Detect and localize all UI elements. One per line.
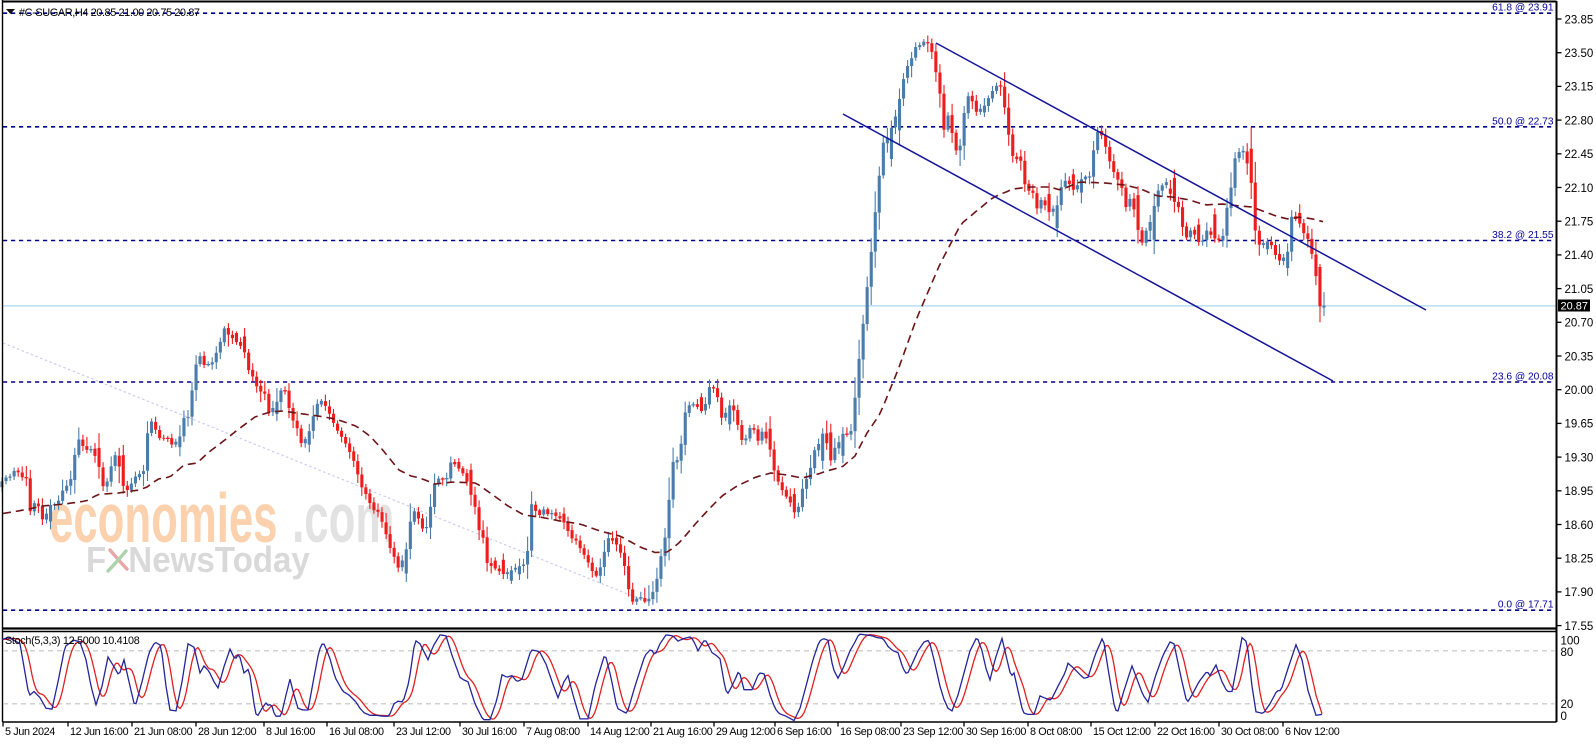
svg-text:50.0 @ 22.73: 50.0 @ 22.73 [1492, 116, 1554, 127]
svg-text:18.25: 18.25 [1565, 554, 1594, 566]
svg-text:16 Sep 08:00: 16 Sep 08:00 [840, 726, 900, 738]
svg-text:20.87: 20.87 [1561, 300, 1589, 312]
svg-text:21.05: 21.05 [1565, 284, 1594, 296]
svg-text:19.65: 19.65 [1565, 419, 1594, 431]
svg-text:5 Jun 2024: 5 Jun 2024 [5, 726, 55, 738]
svg-text:#C-SUGAR,H4 20.85 21.00 20.75: #C-SUGAR,H4 20.85 21.00 20.75 20.87 [19, 7, 200, 19]
svg-text:17.90: 17.90 [1565, 587, 1594, 599]
svg-text:23 Jul 12:00: 23 Jul 12:00 [396, 726, 451, 738]
svg-text:20.00: 20.00 [1565, 385, 1594, 397]
svg-text:20: 20 [1561, 699, 1574, 711]
svg-text:15 Oct 12:00: 15 Oct 12:00 [1093, 726, 1151, 738]
svg-text:23.50: 23.50 [1565, 48, 1594, 60]
svg-text:.com: .com [292, 480, 394, 558]
svg-text:Stoch(5,3,3) 12.5000 10.4108: Stoch(5,3,3) 12.5000 10.4108 [5, 635, 140, 647]
svg-text:16 Jul 08:00: 16 Jul 08:00 [329, 726, 384, 738]
svg-text:22.80: 22.80 [1565, 115, 1594, 127]
svg-text:22 Oct 16:00: 22 Oct 16:00 [1157, 726, 1215, 738]
svg-text:0.0 @ 17.71: 0.0 @ 17.71 [1498, 600, 1554, 611]
svg-text:80: 80 [1561, 647, 1574, 659]
svg-text:19.30: 19.30 [1565, 452, 1594, 464]
svg-text:100: 100 [1561, 636, 1580, 648]
svg-text:29 Aug 12:00: 29 Aug 12:00 [716, 726, 776, 738]
svg-text:20.35: 20.35 [1565, 351, 1594, 363]
svg-text:6 Sep 16:00: 6 Sep 16:00 [777, 726, 832, 738]
svg-text:30 Sep 16:00: 30 Sep 16:00 [966, 726, 1026, 738]
svg-text:economies: economies [49, 480, 278, 558]
svg-text:23 Sep 12:00: 23 Sep 12:00 [903, 726, 963, 738]
svg-text:38.2 @ 21.55: 38.2 @ 21.55 [1492, 230, 1554, 241]
svg-text:7 Aug 08:00: 7 Aug 08:00 [526, 726, 580, 738]
svg-text:61.8 @ 23.91: 61.8 @ 23.91 [1492, 3, 1554, 14]
svg-text:18.95: 18.95 [1565, 486, 1594, 498]
svg-text:20.70: 20.70 [1565, 318, 1594, 330]
svg-text:21.75: 21.75 [1565, 217, 1594, 229]
svg-text:21.40: 21.40 [1565, 250, 1594, 262]
svg-text:8 Oct 08:00: 8 Oct 08:00 [1030, 726, 1082, 738]
svg-text:F: F [86, 541, 106, 581]
svg-text:6 Nov 12:00: 6 Nov 12:00 [1285, 726, 1340, 738]
svg-text:22.10: 22.10 [1565, 183, 1594, 195]
svg-text:NewsToday: NewsToday [128, 541, 310, 581]
svg-text:21 Jun 08:00: 21 Jun 08:00 [134, 726, 193, 738]
svg-text:23.85: 23.85 [1565, 14, 1594, 26]
svg-text:28 Jun 12:00: 28 Jun 12:00 [198, 726, 257, 738]
svg-text:14 Aug 12:00: 14 Aug 12:00 [590, 726, 650, 738]
svg-text:30 Oct 08:00: 30 Oct 08:00 [1221, 726, 1279, 738]
svg-text:30 Jul 16:00: 30 Jul 16:00 [462, 726, 517, 738]
svg-text:21 Aug 16:00: 21 Aug 16:00 [653, 726, 713, 738]
svg-text:12 Jun 16:00: 12 Jun 16:00 [70, 726, 129, 738]
svg-text:18.60: 18.60 [1565, 520, 1594, 532]
svg-text:22.45: 22.45 [1565, 149, 1594, 161]
svg-text:23.6 @ 20.08: 23.6 @ 20.08 [1492, 372, 1554, 383]
svg-text:17.55: 17.55 [1565, 621, 1594, 633]
svg-text:23.15: 23.15 [1565, 82, 1594, 94]
svg-text:8 Jul 16:00: 8 Jul 16:00 [266, 726, 315, 738]
svg-text:0: 0 [1561, 711, 1567, 723]
